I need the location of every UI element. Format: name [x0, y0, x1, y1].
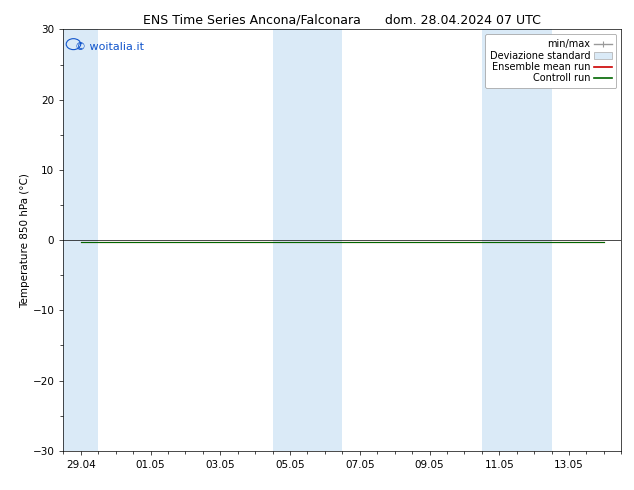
Legend: min/max, Deviazione standard, Ensemble mean run, Controll run: min/max, Deviazione standard, Ensemble m… [485, 34, 616, 88]
Text: © woitalia.it: © woitalia.it [75, 42, 143, 52]
Bar [482, 29, 552, 451]
Title: ENS Time Series Ancona/Falconara      dom. 28.04.2024 07 UTC: ENS Time Series Ancona/Falconara dom. 28… [143, 14, 541, 27]
Bar [273, 29, 342, 451]
Y-axis label: Temperature 850 hPa (°C): Temperature 850 hPa (°C) [20, 172, 30, 308]
Bar [63, 29, 98, 451]
